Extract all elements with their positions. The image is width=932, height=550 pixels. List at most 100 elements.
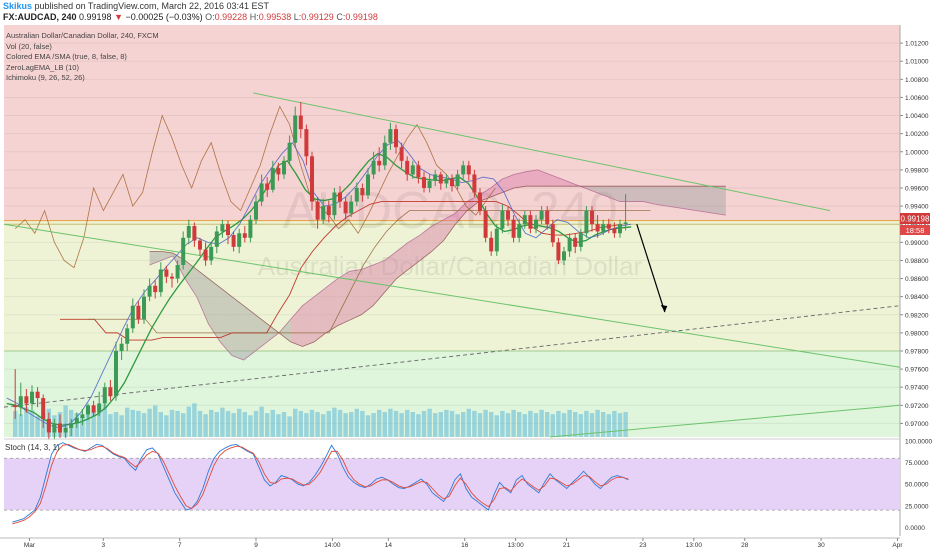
cloud-segment [714, 186, 726, 216]
volume-bar [617, 413, 623, 437]
bull-candle [30, 391, 34, 404]
bull-candle [237, 233, 242, 247]
legend-volume[interactable]: Vol (20, false) [6, 41, 52, 51]
bull-candle [427, 180, 432, 188]
stoch-title: Stoch (14, 3, 1) [5, 443, 60, 452]
volume-bar [220, 407, 225, 437]
x-tick-label: 14:00 [324, 542, 341, 549]
bull-candle [63, 427, 68, 433]
bull-candle [517, 224, 522, 238]
bear-candle [310, 156, 314, 202]
open-label: O: [205, 12, 215, 22]
cloud-segment [525, 169, 538, 187]
bull-candle [80, 414, 85, 418]
volume-bar [550, 414, 555, 437]
bull-candle [366, 174, 370, 196]
bull-candle [102, 387, 107, 404]
volume-bar [343, 413, 348, 437]
x-tick-label: 3 [101, 542, 105, 549]
watermark-name: Australian Dollar/Canadian Dollar [258, 251, 643, 281]
volume-bar [113, 412, 119, 437]
stoch-tick-label: 50.0000 [905, 482, 929, 489]
zerolag-ema-line [6, 140, 632, 429]
cloud-segment [278, 319, 291, 342]
stochastic-pane: 100.0000 75.0000 50.0000 25.0000 0.0000 [4, 438, 932, 532]
volume-bar [203, 414, 208, 437]
trendline-lower-downtrend [3, 223, 901, 368]
volume-bar [472, 410, 477, 437]
cloud-segment [561, 178, 573, 187]
bull-candle [147, 285, 152, 297]
volume-bar [427, 408, 432, 437]
bear-candle [399, 147, 404, 161]
cloud-segment [455, 201, 468, 225]
bear-candle [506, 210, 510, 220]
trendline-dashed-uptrend [3, 305, 901, 408]
volume-bar [360, 410, 365, 437]
legend-main-series[interactable]: Australian Dollar/Canadian Dollar, 240, … [6, 31, 159, 40]
volume-bar [209, 409, 214, 437]
change-value: −0.00025 (−0.03%) [125, 12, 203, 22]
volume-bar [63, 405, 68, 437]
cloud-segment [643, 186, 656, 205]
symbol-label[interactable]: FX:AUDCAD, 240 [3, 12, 77, 22]
volume-bar [573, 412, 578, 437]
countdown-badge-bg [900, 225, 930, 235]
x-tick-label: 30 [817, 542, 825, 549]
volume-bar [130, 409, 135, 437]
bull-candle [248, 219, 253, 238]
volume-bar [416, 414, 421, 437]
senkou-span-a-line [149, 169, 726, 361]
bull-candle [130, 305, 135, 329]
volume-bar [136, 410, 141, 437]
publish-line: Skikus published on TradingView.com, Mar… [3, 1, 269, 11]
volume-bar [237, 408, 242, 437]
low-value: 0.99129 [301, 12, 334, 22]
volume-bar [24, 407, 29, 437]
candles [13, 101, 628, 440]
volume-bar [192, 403, 197, 437]
bear-candle [198, 240, 202, 250]
volume-bar [589, 413, 595, 437]
volume-bar [567, 409, 572, 437]
price-zones [4, 25, 900, 437]
y-tick-label: 0.98400 [905, 294, 929, 301]
volume-bar [433, 413, 438, 437]
y-tick-label: 0.99000 [905, 240, 929, 247]
cloud-segment [537, 169, 550, 187]
volume-bar [125, 407, 130, 437]
bull-candle [500, 210, 505, 229]
volume-bar [528, 410, 533, 437]
cloud-segment [184, 260, 197, 297]
bear-candle [360, 187, 365, 196]
cloud-segment [467, 195, 479, 211]
volume-bar [119, 415, 124, 437]
x-tick-label: 21 [563, 542, 571, 549]
x-tick-label: 13:00 [686, 542, 703, 549]
bull-candle [623, 222, 628, 225]
legend-colored-ema[interactable]: Colored EMA /SMA (true, 8, false, 8) [6, 52, 127, 61]
legend-zerolag-ema[interactable]: ZeroLagEMA_LB (10) [6, 62, 79, 72]
author-link[interactable]: Skikus [3, 1, 33, 11]
time-axis[interactable]: Mar 3 7 9 14:00 14 16 13:00 21 23 13:00 28 30 Apr [0, 537, 903, 549]
legend-ichimoku[interactable]: Ichimoku (9, 26, 52, 26) [6, 73, 85, 82]
bull-candle [578, 233, 583, 247]
stoch-tick-label: 25.0000 [905, 503, 929, 510]
volume-bar [242, 412, 247, 437]
cloud-segment [596, 186, 609, 198]
y-tick-label: 1.01000 [905, 59, 929, 66]
volume-bar [421, 410, 427, 437]
volume-bar [494, 415, 499, 437]
bear-candle [466, 165, 471, 175]
x-tick-label: 23 [639, 542, 647, 549]
bull-candle [534, 219, 538, 229]
volume-bar [175, 410, 180, 437]
y-tick-label: 0.97400 [905, 385, 929, 392]
bull-candle [158, 269, 163, 293]
volume-bar [293, 408, 298, 437]
bear-candle [422, 177, 426, 188]
price-axis[interactable]: 1.01200 1.01000 1.00800 1.00600 1.00400 1.002… [899, 25, 929, 536]
volume-bar [410, 412, 415, 437]
cloud-segment [396, 242, 409, 279]
